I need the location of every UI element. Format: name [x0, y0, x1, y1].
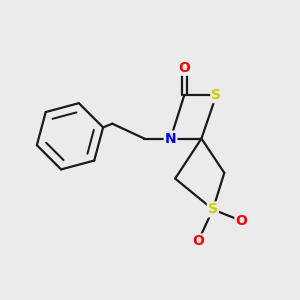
Text: O: O: [192, 235, 204, 248]
Text: S: S: [208, 202, 218, 216]
Text: O: O: [236, 214, 247, 228]
Text: S: S: [211, 88, 221, 102]
Text: O: O: [178, 61, 190, 75]
Text: N: N: [165, 132, 176, 145]
